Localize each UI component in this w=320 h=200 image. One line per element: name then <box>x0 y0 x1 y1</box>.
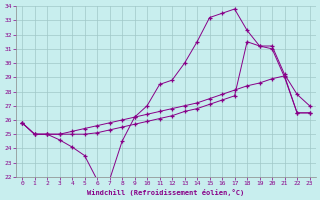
X-axis label: Windchill (Refroidissement éolien,°C): Windchill (Refroidissement éolien,°C) <box>87 189 244 196</box>
